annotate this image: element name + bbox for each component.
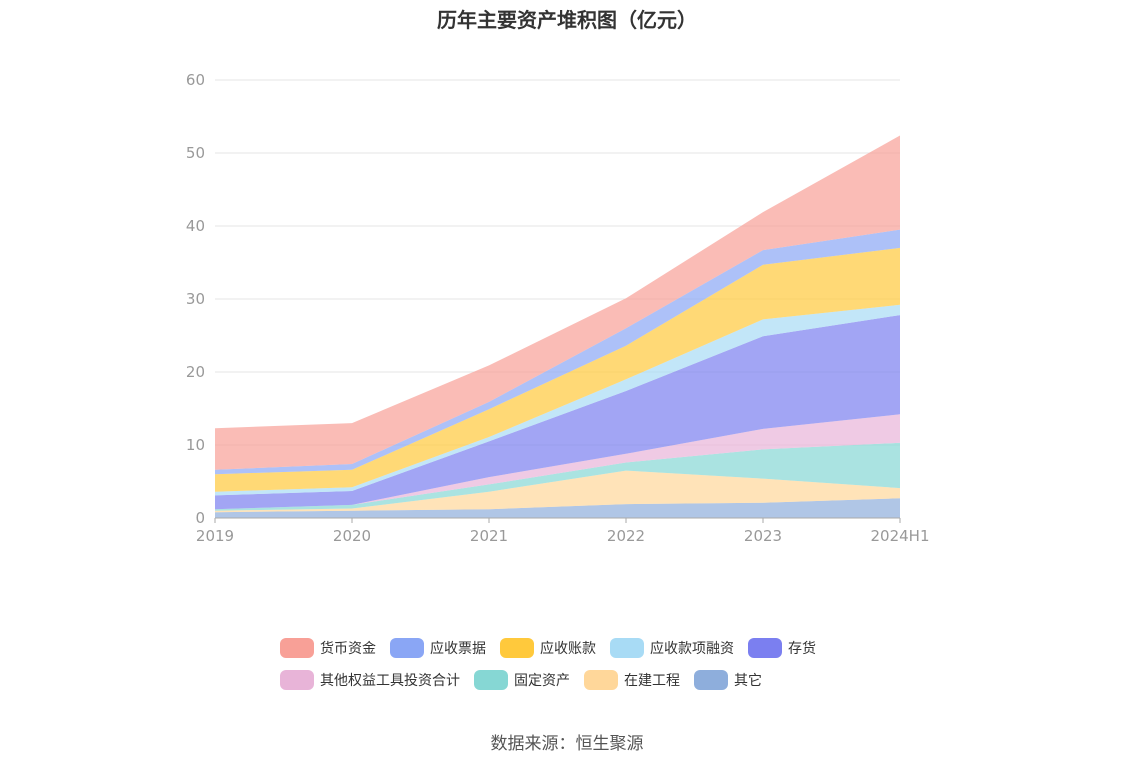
legend-label: 应收账款 — [540, 641, 596, 657]
chart-title: 历年主要资产堆积图（亿元） — [437, 8, 697, 32]
area-series-在建工程 — [215, 470, 900, 513]
legend-row-1: 货币资金 应收票据 应收账款 应收款项融资 存货 — [280, 632, 880, 664]
y-tick-label: 60 — [186, 71, 205, 89]
legend-swatch — [474, 670, 508, 690]
legend-item-accounts-receivable[interactable]: 应收账款 — [500, 638, 596, 658]
legend-label: 其他权益工具投资合计 — [320, 673, 460, 689]
area-series-固定资产 — [215, 442, 900, 511]
x-tick-label: 2023 — [744, 527, 782, 545]
legend-label: 其它 — [734, 673, 762, 689]
x-tick-label: 2020 — [333, 527, 371, 545]
legend-label: 存货 — [788, 641, 816, 657]
area-series-应收票据 — [215, 229, 900, 475]
legend-label: 货币资金 — [320, 641, 376, 657]
legend-swatch — [500, 638, 534, 658]
legend-item-fixed-assets[interactable]: 固定资产 — [474, 670, 570, 690]
x-tick-label: 2024H1 — [871, 527, 930, 545]
x-tick-label: 2021 — [470, 527, 508, 545]
data-source: 数据来源：恒生聚源 — [490, 734, 644, 754]
legend-swatch — [584, 670, 618, 690]
legend-item-receivables-financing[interactable]: 应收款项融资 — [610, 638, 734, 658]
x-tick-label: 2019 — [196, 527, 234, 545]
legend-swatch — [694, 670, 728, 690]
legend-item-construction-in-progress[interactable]: 在建工程 — [584, 670, 680, 690]
y-tick-label: 50 — [186, 144, 205, 162]
legend-item-notes-receivable[interactable]: 应收票据 — [390, 638, 486, 658]
legend-label: 应收款项融资 — [650, 641, 734, 657]
legend-item-inventory[interactable]: 存货 — [748, 638, 816, 658]
y-tick-label: 30 — [186, 290, 205, 308]
legend-item-other-equity-investments[interactable]: 其他权益工具投资合计 — [280, 670, 460, 690]
axes: 0 10 20 30 40 50 60 2019 2020 2021 2022 2023 2024H1 — [186, 71, 930, 545]
legend-label: 应收票据 — [430, 641, 486, 657]
area-series — [215, 135, 900, 518]
area-series-应收账款 — [215, 247, 900, 492]
legend-item-other[interactable]: 其它 — [694, 670, 762, 690]
x-tick-label: 2022 — [607, 527, 645, 545]
legend-row-2: 其他权益工具投资合计 固定资产 在建工程 其它 — [280, 664, 880, 696]
legend-swatch — [390, 638, 424, 658]
y-tick-label: 0 — [195, 509, 205, 527]
legend-swatch — [610, 638, 644, 658]
area-series-存货 — [215, 315, 900, 510]
y-tick-label: 40 — [186, 217, 205, 235]
area-series-货币资金 — [215, 135, 900, 470]
legend-swatch — [280, 670, 314, 690]
y-tick-label: 20 — [186, 363, 205, 381]
legend: 货币资金 应收票据 应收账款 应收款项融资 存货 其他权益工具投资合计 固定资产 — [280, 632, 880, 696]
area-series-其他权益工具投资合计 — [215, 414, 900, 510]
legend-swatch — [280, 638, 314, 658]
area-series-应收款项融资 — [215, 304, 900, 496]
legend-label: 在建工程 — [624, 673, 680, 689]
legend-item-cash[interactable]: 货币资金 — [280, 638, 376, 658]
area-series-其它 — [215, 498, 900, 518]
legend-label: 固定资产 — [514, 673, 570, 689]
stacked-area-chart: 0 10 20 30 40 50 60 2019 2020 2021 2022 2023 2024H1 — [186, 71, 930, 545]
legend-swatch — [748, 638, 782, 658]
y-tick-label: 10 — [186, 436, 205, 454]
